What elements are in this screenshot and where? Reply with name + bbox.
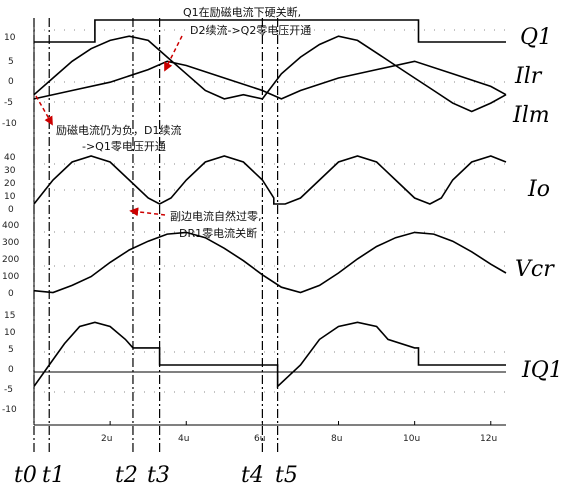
label-ilm: Ilm [512,103,550,128]
p1-ytick: -10 [2,119,17,129]
p4-ytick: 15 [4,311,15,321]
annotation-arrow [164,35,183,72]
p3-ytick: 200 [2,255,19,265]
p2-ytick: 0 [8,205,14,215]
annotation-text: Q1在励磁电流下硬关断, [183,5,301,19]
x-tick: 8u [331,434,342,444]
series-io [33,155,507,205]
time-marker-t0: t0 [14,463,37,488]
label-ilr: Ilr [514,64,543,89]
p2-ytick: 20 [4,179,16,189]
p4-ytick: -5 [4,385,13,395]
annotation-arrow [35,95,53,126]
annotation-arrow [129,207,166,217]
p3-ytick: 400 [2,221,19,231]
x-tick: 6u [254,434,265,444]
p3-ytick: 300 [2,238,19,248]
series-ilm [33,60,507,100]
series-vcr [33,231,507,294]
annotation-text: D2续流->Q2零电压开通 [190,23,311,37]
p1-ytick: 5 [8,57,14,67]
series-ilr [33,35,507,113]
time-marker-t4: t4 [241,463,264,488]
annotation-text: 励磁电流仍为负，D1续流 [56,123,181,137]
x-tick: 2u [101,434,112,444]
label-q1: Q1 [520,25,552,50]
series-q1 [34,19,506,43]
label-io: Io [527,177,550,202]
p4-ytick: -10 [2,405,17,415]
p2-ytick: 40 [4,153,16,163]
time-marker-t1: t1 [42,463,65,488]
p1-ytick: -5 [4,98,13,108]
p2-ytick: 30 [4,166,16,176]
time-marker-t5: t5 [275,463,298,488]
label-iq1: IQ1 [521,358,563,383]
p1-ytick: 0 [8,77,14,87]
p4-ytick: 0 [8,365,14,375]
x-tick: 12u [480,434,497,444]
x-tick: 4u [178,434,189,444]
p3-ytick: 100 [2,272,19,282]
series-iq1 [33,321,506,389]
p3-ytick: 0 [8,289,14,299]
time-marker-t2: t2 [115,463,138,488]
time-marker-t3: t3 [147,463,170,488]
annotation-text: 副边电流自然过零, [170,209,262,223]
label-vcr: Vcr [515,257,555,282]
p4-ytick: 5 [8,345,14,355]
p4-ytick: 10 [4,328,16,338]
p2-ytick: 10 [4,192,16,202]
x-tick: 10u [403,434,420,444]
annotation-text: ->Q1零电压开通 [82,140,166,153]
p1-ytick: 10 [4,33,16,43]
